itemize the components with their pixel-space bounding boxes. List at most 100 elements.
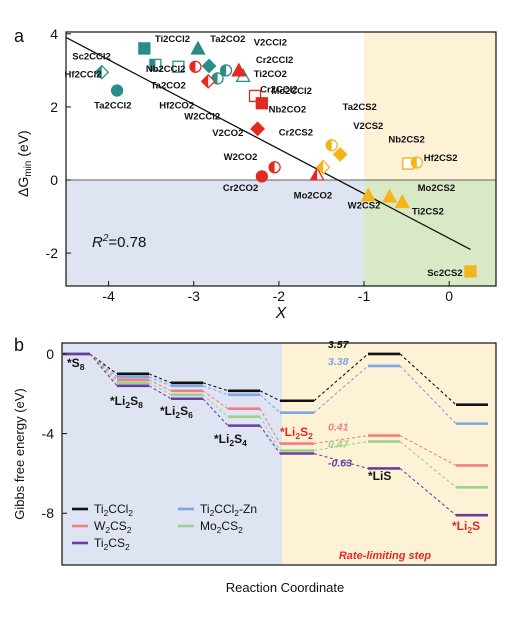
step-connector — [313, 441, 369, 452]
region-orange-b — [282, 343, 496, 565]
step-label: *Li2S — [452, 519, 480, 535]
fit-line — [65, 36, 471, 251]
point-label: Nb2CS2 — [388, 135, 424, 146]
point-label: Mo2CO2 — [294, 190, 333, 201]
step-connector — [148, 385, 172, 400]
series-ti2cs2: -0.63 — [63, 352, 488, 517]
point-label: Ta2CCl2 — [94, 101, 131, 112]
point-label: Ti2CO2 — [254, 69, 287, 80]
step-connector — [313, 353, 369, 402]
data-point — [201, 58, 217, 74]
marker-half — [95, 65, 102, 79]
step-connector — [259, 408, 281, 444]
step-connector — [399, 441, 457, 488]
point-label: Sc2CCl2 — [72, 51, 111, 62]
panel-label-a: a — [14, 26, 25, 46]
point-label: W2CO2 — [224, 152, 258, 163]
step-connector — [89, 353, 118, 387]
data-point — [464, 265, 477, 278]
data-point — [94, 64, 110, 80]
data-point — [309, 166, 325, 181]
legend-label: Ti2CCl2 — [94, 502, 133, 518]
point-label: Ti2CS2 — [412, 207, 444, 218]
panel-b: 3.57 3.38 0.41 0.47 -0.63 0 -4 -8 b Gibbs free en… — [12, 335, 497, 595]
point-label: V2CO2 — [212, 128, 243, 139]
point-label: Hf2CS2 — [424, 153, 458, 164]
marker-half — [189, 61, 196, 73]
data-point — [381, 188, 398, 203]
point-label: Ta2CO2 — [151, 81, 186, 92]
step-connector — [313, 435, 369, 445]
point-label: Sc2CS2 — [427, 268, 462, 279]
y-tick-label-a: 0 — [50, 172, 58, 188]
marker-shape — [332, 147, 348, 162]
barrier-value: 3.38 — [328, 356, 349, 368]
step-connector — [313, 365, 369, 414]
step-connector — [202, 382, 229, 392]
data-point — [394, 194, 410, 209]
barrier-value: -0.63 — [328, 457, 352, 469]
region-orange — [364, 32, 496, 181]
point-label: Ta2CO2 — [210, 34, 245, 45]
axes-frame-b — [61, 342, 497, 566]
step-connector — [202, 398, 229, 427]
marker-shape — [138, 42, 151, 55]
step-connector — [259, 416, 281, 451]
step-label: *Li2S8 — [110, 394, 143, 410]
rate-limiting-annotation: Rate-limiting step — [339, 550, 432, 562]
point-label: Cr2CCl2 — [256, 55, 294, 66]
marker-half — [269, 161, 275, 173]
marker-shape — [381, 188, 398, 203]
step-connector — [202, 394, 229, 418]
data-point — [190, 40, 206, 55]
barrier-value: 3.57 — [328, 339, 350, 351]
data-point — [332, 147, 348, 162]
marker-shape — [250, 121, 266, 137]
step-connector — [399, 353, 457, 406]
data-point — [410, 156, 423, 169]
y-tick-label-b: -4 — [42, 426, 55, 442]
x-axis-label-b: Reaction Coordinate — [226, 580, 345, 595]
region-blue-b — [62, 343, 282, 565]
marker-shape — [190, 40, 206, 55]
step-connector — [259, 390, 281, 402]
data-point — [315, 159, 331, 175]
marker-shape — [201, 58, 217, 74]
barrier-value: 0.47 — [328, 439, 350, 451]
step-connector — [148, 379, 172, 392]
marker-shape — [464, 265, 477, 278]
point-label: V2CS2 — [353, 121, 383, 132]
marker-shape — [110, 84, 124, 97]
step-connector — [148, 376, 172, 387]
point-label: Cr2CCl2 — [260, 84, 298, 95]
data-point — [110, 84, 124, 97]
y-tick-label-b: -8 — [42, 505, 55, 521]
x-tick-label-a: -3 — [187, 288, 200, 304]
step-connector — [399, 468, 457, 516]
marker-shape — [231, 62, 247, 77]
y-axis-label-a: ΔGmin (eV) — [15, 130, 34, 197]
y-tick-label-b: 0 — [46, 346, 54, 362]
step-label: *LiS — [368, 469, 391, 483]
data-point — [231, 62, 247, 77]
marker-half — [310, 168, 318, 181]
point-label: Mo2CS2 — [418, 183, 455, 194]
x-axis-label-a: X — [275, 305, 288, 322]
point-label: Hf2CCl2 — [65, 70, 102, 81]
point-label: Nb2CO2 — [269, 104, 306, 115]
data-point — [325, 139, 338, 152]
marker-half — [411, 156, 417, 168]
data-point — [250, 121, 266, 137]
point-label: Ti2CCl2 — [155, 34, 190, 45]
step-label: *Li2S4 — [214, 432, 247, 448]
legend-label: Ti2CS2 — [94, 536, 130, 552]
step-connector — [259, 425, 281, 454]
point-label: V2CCl2 — [254, 38, 287, 49]
panel-label-b: b — [14, 335, 24, 355]
point-label: Hf2CO2 — [159, 101, 194, 112]
marker-shape — [394, 194, 410, 209]
region-blue — [66, 180, 365, 286]
y-tick-label-a: -2 — [46, 245, 59, 261]
point-label: W2CCl2 — [184, 112, 220, 123]
x-tick-label-a: -1 — [358, 288, 371, 304]
